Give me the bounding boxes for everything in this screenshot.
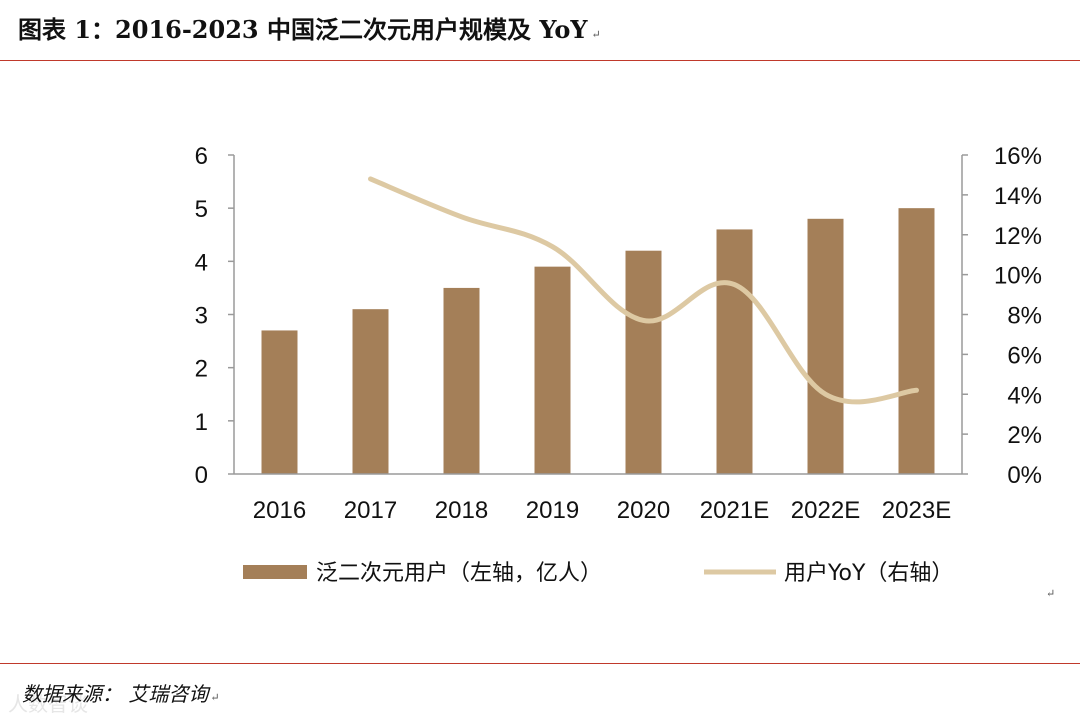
bottom-divider <box>0 663 1080 664</box>
chart-title-text: 图表 1：2016-2023 中国泛二次元用户规模及 YoY <box>18 15 588 44</box>
left-tick-label: 4 <box>195 249 208 276</box>
watermark: 人数智谈 <box>8 692 88 716</box>
x-tick-label: 2017 <box>344 497 397 524</box>
x-tick-label: 2021E <box>700 497 769 524</box>
bar-2023e <box>898 208 935 474</box>
chart-axes: 0 1 2 3 4 5 6 0% 2% 4% 6% 8% 10% 12% 14% 16% 2016 2017 201… <box>195 143 1042 524</box>
x-tick-label: 2020 <box>617 497 670 524</box>
bar-2018 <box>443 287 480 474</box>
x-tick-label: 2023E <box>882 497 951 524</box>
right-tick-label: 4% <box>1007 382 1042 409</box>
chart-title: 图表 1：2016-2023 中国泛二次元用户规模及 YoY ↵ <box>18 10 601 45</box>
right-tick-label: 10% <box>994 263 1042 290</box>
bar-2020 <box>625 250 662 474</box>
title-paragraph-mark: ↵ <box>591 28 601 41</box>
bar-series <box>261 208 935 474</box>
data-source: 数据来源： 艾瑞咨询 ↵ <box>22 678 220 707</box>
right-tick-label: 0% <box>1007 462 1042 489</box>
right-tick-label: 2% <box>1007 422 1042 449</box>
x-tick-label: 2016 <box>253 497 306 524</box>
legend-bar-label: 泛二次元用户（左轴，亿人） <box>316 561 602 586</box>
bar-2016 <box>261 330 298 474</box>
x-tick-label: 2019 <box>526 497 579 524</box>
paragraph-mark: ↵ <box>1046 587 1056 600</box>
legend-line-label: 用户YoY（右轴） <box>784 561 953 586</box>
left-tick-label: 0 <box>195 462 208 489</box>
source-paragraph-mark: ↵ <box>210 691 220 704</box>
bar-2022e <box>807 218 844 474</box>
left-tick-label: 1 <box>195 409 208 436</box>
legend-bar-swatch <box>243 565 307 579</box>
right-tick-label: 6% <box>1007 342 1042 369</box>
x-tick-label: 2022E <box>791 497 860 524</box>
right-tick-label: 14% <box>994 183 1042 210</box>
left-tick-label: 3 <box>195 303 208 330</box>
data-source-text: 数据来源： 艾瑞咨询 <box>22 682 209 706</box>
left-tick-label: 6 <box>195 143 208 170</box>
right-tick-label: 12% <box>994 223 1042 250</box>
line-series <box>368 176 919 405</box>
x-tick-label: 2018 <box>435 497 488 524</box>
bar-2019 <box>534 266 571 474</box>
left-tick-label: 2 <box>195 356 208 383</box>
bar-2021e <box>716 229 753 474</box>
bar-2017 <box>352 309 389 474</box>
right-tick-label: 8% <box>1007 303 1042 330</box>
top-divider <box>0 60 1080 61</box>
left-tick-label: 5 <box>195 196 208 223</box>
legend: 泛二次元用户（左轴，亿人） 用户YoY（右轴） <box>243 561 953 586</box>
right-tick-label: 16% <box>994 143 1042 170</box>
